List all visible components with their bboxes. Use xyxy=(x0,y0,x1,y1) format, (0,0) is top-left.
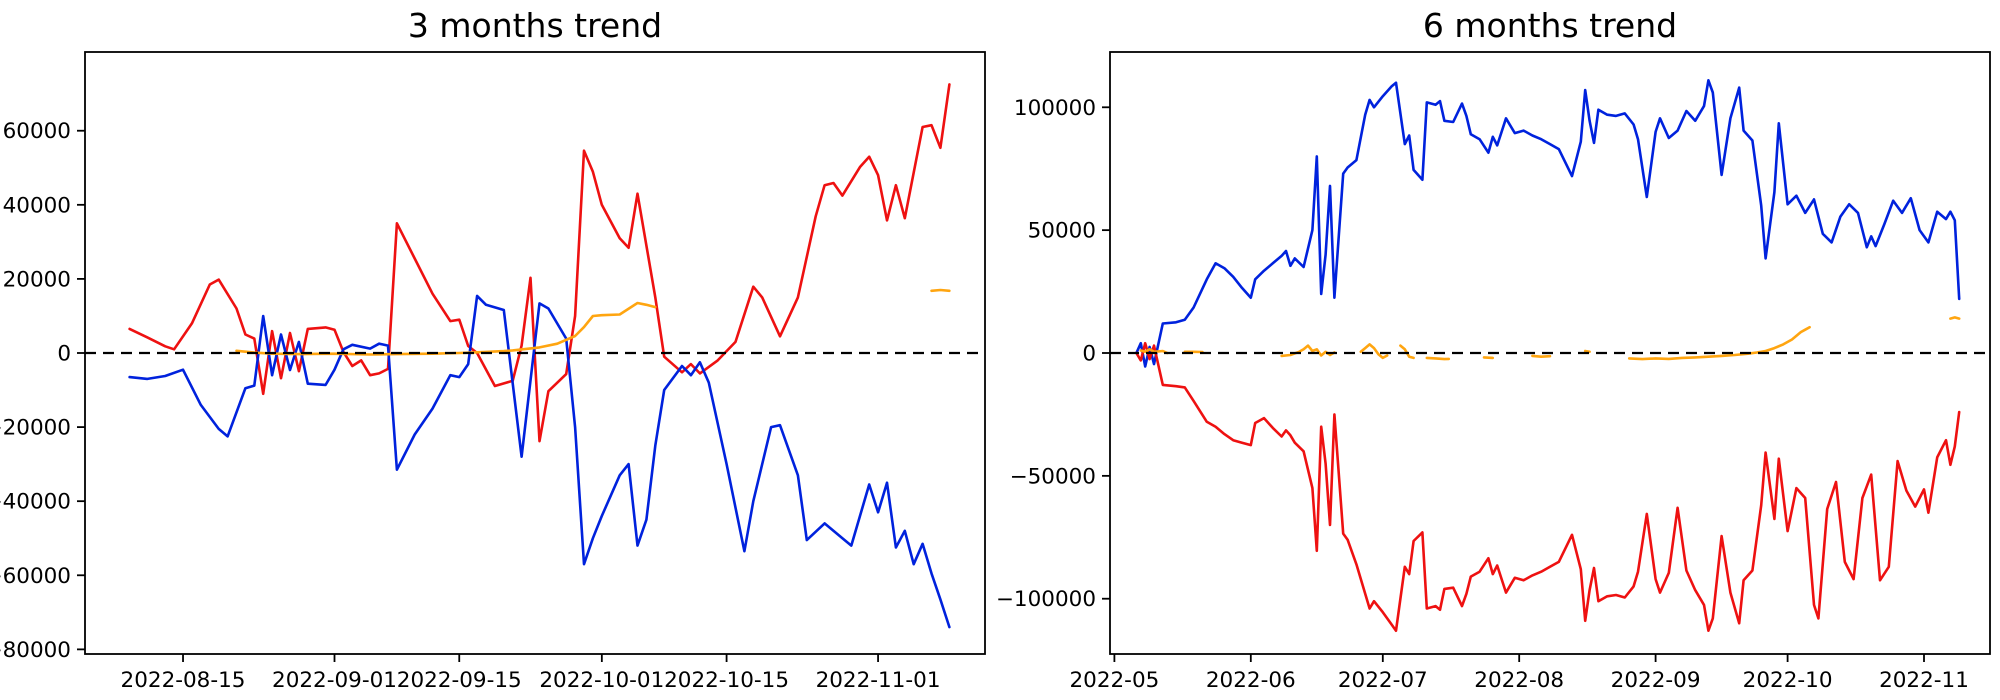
x-tick-label: 2022-10-01 xyxy=(539,668,664,693)
y-tick-label: −50000 xyxy=(1010,464,1096,489)
y-tick-label: 20000 xyxy=(3,267,71,292)
x-tick-label: 2022-05 xyxy=(1069,668,1159,693)
y-tick-label: 0 xyxy=(1082,342,1096,367)
y-tick-label: 40000 xyxy=(3,193,71,218)
y-tick-label: 50000 xyxy=(1028,219,1096,244)
x-tick-label: 2022-08 xyxy=(1474,668,1564,693)
y-tick-label: −60000 xyxy=(0,564,71,589)
x-tick-label: 2022-06 xyxy=(1206,668,1296,693)
y-tick-label: −80000 xyxy=(0,638,71,663)
x-tick-label: 2022-09-01 xyxy=(272,668,397,693)
x-tick-label: 2022-09-15 xyxy=(397,668,522,693)
plot-area xyxy=(128,83,951,629)
y-tick-label: 100000 xyxy=(1014,96,1096,121)
chart-1: 100000 50000 0 −50000 −100000 2022-05 2022-06 2… xyxy=(996,51,1991,693)
x-tick-label: 2022-10 xyxy=(1743,668,1833,693)
chart-title-6-months: 6 months trend xyxy=(1422,6,1678,45)
x-tick-label: 2022-11-01 xyxy=(816,668,941,693)
chart-title-3-months: 3 months trend xyxy=(407,6,663,45)
x-tick-label: 2022-11 xyxy=(1879,668,1969,693)
series-net-trend xyxy=(235,288,951,356)
plot-frame xyxy=(84,51,986,655)
y-tick-label: 0 xyxy=(57,342,71,367)
y-tick-label: −100000 xyxy=(996,587,1096,612)
x-tick-label: 2022-07 xyxy=(1338,668,1428,693)
series-positive-trend xyxy=(1135,79,1961,368)
x-tick-label: 2022-09 xyxy=(1611,668,1701,693)
chart-0: 60000 40000 20000 0 −20000 −40000 −60000 −80000… xyxy=(0,51,986,693)
y-tick-label: −20000 xyxy=(0,416,71,441)
plot-frame xyxy=(1109,51,1991,655)
series-negative-trend xyxy=(1135,341,1961,632)
y-tick-label: −40000 xyxy=(0,490,71,515)
x-tick-label: 2022-10-15 xyxy=(664,668,789,693)
y-tick-label: 60000 xyxy=(3,119,71,144)
series-positive-trend xyxy=(128,83,951,443)
x-tick-label: 2022-08-15 xyxy=(121,668,246,693)
plot-area xyxy=(1135,79,1961,632)
series-negative-trend xyxy=(128,294,951,629)
